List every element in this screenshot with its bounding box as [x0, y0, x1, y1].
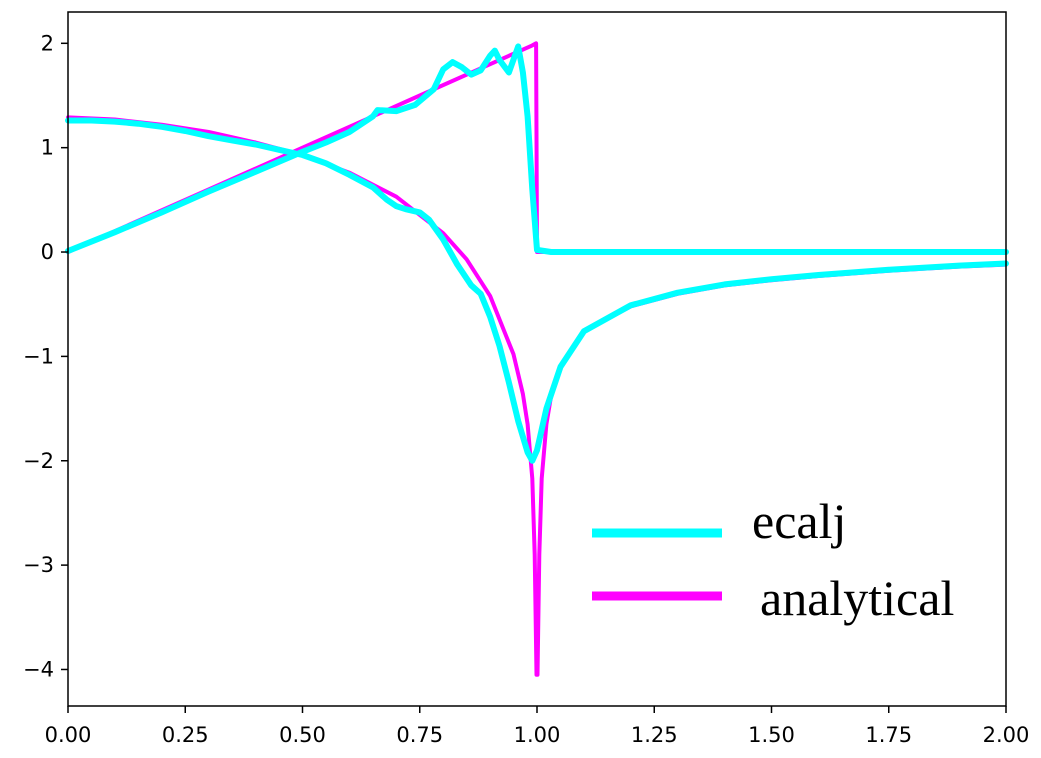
series-line-ecalj-1	[65, 117, 1009, 464]
y-tick-label: 2	[41, 31, 54, 55]
x-tick-label: 0.00	[45, 723, 92, 747]
y-tick-label: 1	[41, 136, 54, 160]
y-tick-label: 0	[41, 240, 54, 264]
x-tick-label: 2.00	[983, 723, 1030, 747]
x-tick-label: 0.25	[162, 723, 209, 747]
y-tick-label: −3	[23, 553, 54, 577]
legend: ecalj analytical	[592, 493, 954, 626]
legend-label-analytical: analytical	[760, 570, 954, 626]
x-axis: 0.00 0.25 0.50 0.75 1.00 1.25 1.50 1.75 2.00	[45, 706, 1030, 747]
legend-label-ecalj: ecalj	[752, 493, 846, 549]
y-tick-label: −1	[23, 344, 54, 368]
y-tick-label: −4	[23, 657, 54, 681]
y-axis: 2 1 0 −1 −2 −3 −4	[23, 31, 68, 681]
x-tick-label: 0.50	[279, 723, 326, 747]
series-layer	[65, 41, 1009, 677]
y-tick-label: −2	[23, 449, 54, 473]
x-tick-label: 1.25	[631, 723, 678, 747]
x-tick-label: 0.75	[396, 723, 443, 747]
x-tick-label: 1.50	[748, 723, 795, 747]
series-line-ecalj-0	[65, 43, 1009, 255]
x-tick-label: 1.00	[514, 723, 561, 747]
x-tick-label: 1.75	[865, 723, 912, 747]
